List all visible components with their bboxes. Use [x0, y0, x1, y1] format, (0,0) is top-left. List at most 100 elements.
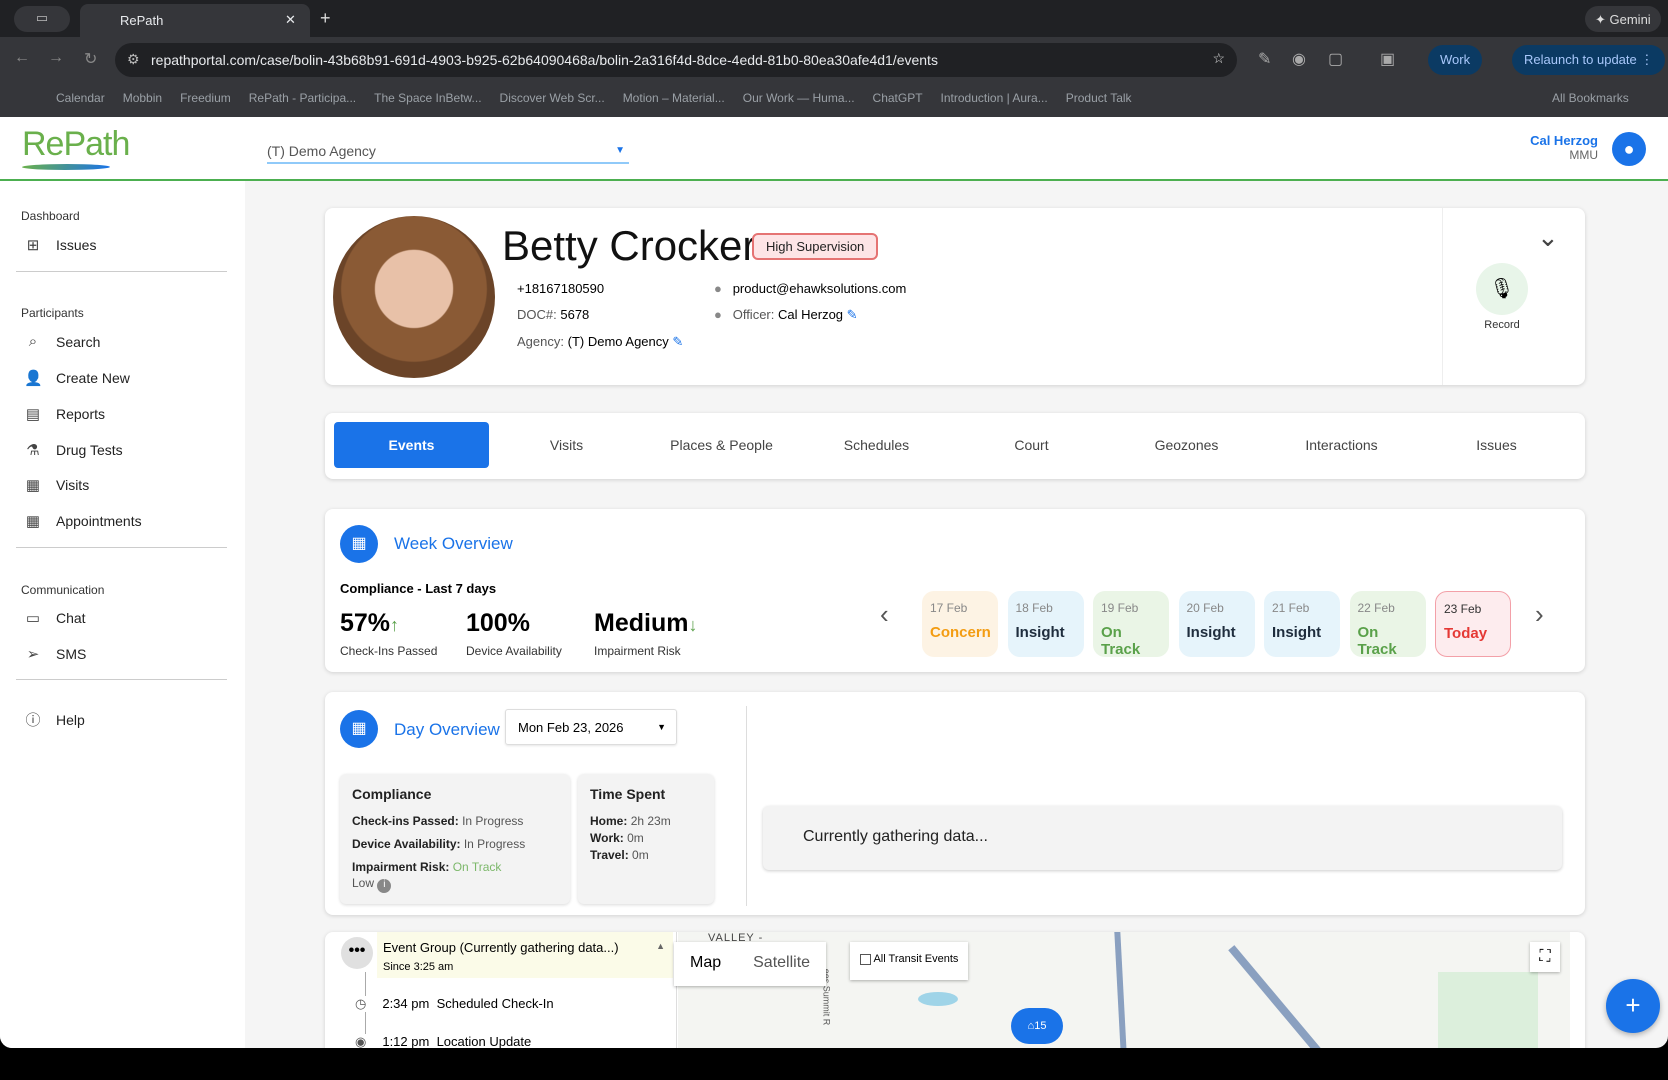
event-group-header[interactable]: Event Group (Currently gathering data...…	[377, 932, 673, 978]
cast-icon[interactable]: ▣	[1380, 51, 1396, 68]
event-item[interactable]: ◷ 2:34 pm Scheduled Check-In	[355, 996, 554, 1012]
bookmark[interactable]: Our Work — Huma...	[742, 91, 855, 105]
map-marker: 15	[1034, 1020, 1047, 1032]
day-chip[interactable]: 21 Feb Insight	[1264, 591, 1340, 657]
sidebar-item-appointments[interactable]: ▦ Appointments	[24, 512, 142, 530]
bookmark[interactable]: RePath - Participa...	[248, 91, 357, 105]
bullet-icon: ●	[714, 307, 722, 322]
divider	[16, 679, 227, 680]
grid-icon: ⊞	[26, 237, 40, 254]
date-select[interactable]: Mon Feb 23, 2026 ▼	[505, 709, 677, 745]
all-bookmarks[interactable]: All Bookmarks	[1552, 91, 1629, 105]
avatar-icon[interactable]: ●	[1612, 132, 1646, 166]
lake	[918, 992, 958, 1006]
info-icon[interactable]: i	[377, 879, 392, 893]
day-chip[interactable]: 18 Feb Insight	[1007, 591, 1084, 657]
map-area-label: VALLEY -	[708, 932, 764, 944]
tab-court[interactable]: Court	[1014, 437, 1049, 453]
week-days-5-status: On Track	[1357, 624, 1397, 658]
bookmark[interactable]: Introduction | Aura...	[940, 91, 1048, 105]
events-group_since: Since 3:25 am	[383, 961, 454, 973]
day-chip[interactable]: 20 Feb Insight	[1178, 591, 1255, 657]
tab-title: RePath	[120, 13, 164, 28]
map-type-control: Map Satellite	[674, 942, 827, 986]
event-item[interactable]: ◉ 1:12 pm Location Update	[355, 1034, 531, 1048]
forward-icon[interactable]: →	[48, 49, 64, 66]
profile-button[interactable]: Work	[1428, 45, 1483, 75]
day-chip[interactable]: 19 Feb On Track	[1093, 591, 1169, 658]
tab-search-icon[interactable]: ▭	[14, 6, 70, 32]
map-marker[interactable]: ⌂15	[1011, 1008, 1063, 1044]
prev-week-icon[interactable]: ‹	[880, 599, 889, 629]
tab-places-people[interactable]: Places & People	[670, 437, 773, 453]
add-fab-button[interactable]: +	[1606, 979, 1660, 1033]
day-chip[interactable]: 23 Feb Today	[1435, 591, 1511, 657]
sidebar-item-search[interactable]: ⌕ Search	[24, 333, 101, 350]
agency-select-value: (T) Demo Agency	[267, 143, 376, 159]
sidebar-item-issues[interactable]: ⊞ Issues	[24, 236, 97, 254]
bookmark[interactable]: Motion – Material...	[622, 91, 725, 105]
bookmarks-bar: Calendar Mobbin Freedium RePath - Partic…	[0, 83, 1668, 117]
calendar-event-icon: ▦	[25, 513, 41, 530]
map[interactable]: VALLEY - ees Summit R Map Satellite All T…	[674, 932, 1570, 1048]
collapse-chevron-icon[interactable]: ⌄	[1537, 222, 1559, 252]
bookmark[interactable]: Mobbin	[122, 91, 163, 105]
site-info-icon[interactable]: ⚙	[127, 51, 140, 67]
sidebar-item-sms[interactable]: ➢ SMS	[24, 645, 87, 663]
day-compliance-risk: On Track	[452, 860, 502, 874]
extension-icon[interactable]: ✎	[1258, 51, 1272, 68]
fullscreen-icon[interactable]: ⛶	[1530, 942, 1560, 972]
repath-logo[interactable]: RePath	[20, 125, 130, 170]
events-items-0-label: Scheduled Check-In	[436, 996, 554, 1011]
map-tab[interactable]: Map	[690, 954, 722, 971]
tab-geozones[interactable]: Geozones	[1154, 437, 1219, 453]
record-button[interactable]: 🎙 Record	[1462, 263, 1542, 331]
satellite-tab[interactable]: Satellite	[753, 954, 811, 971]
new-tab-icon[interactable]: +	[320, 8, 331, 28]
gemini-button[interactable]: ✦ Gemini	[1585, 6, 1661, 32]
all-transit-events-checkbox[interactable]: All Transit Events	[850, 942, 969, 980]
week-days-6-date: 23 Feb	[1444, 602, 1482, 616]
tab-interactions[interactable]: Interactions	[1305, 437, 1378, 453]
back-icon[interactable]: ←	[14, 49, 30, 66]
calendar-icon: ▦	[25, 477, 41, 494]
tab-issues[interactable]: Issues	[1476, 437, 1517, 453]
day-compliance-checkins_label: Check-ins Passed:	[352, 814, 459, 828]
tab-schedules[interactable]: Schedules	[843, 437, 910, 453]
bookmark[interactable]: Freedium	[180, 91, 231, 105]
bookmark[interactable]: Product Talk	[1065, 91, 1132, 105]
sidebar-item-help[interactable]: ⓘ Help	[24, 709, 84, 730]
bookmark[interactable]: Calendar	[56, 91, 105, 105]
sidebar-item-reports[interactable]: ▤ Reports	[24, 405, 105, 423]
url-field[interactable]: ⚙ repathportal.com/case/bolin-43b68b91-69…	[115, 43, 1237, 77]
time-spent-panel: Time Spent Home: 2h 23m Work: 0m Travel:…	[578, 774, 714, 904]
bookmark[interactable]: The Space InBetw...	[374, 91, 482, 105]
sidebar: Dashboard ⊞ Issues Participants ⌕ Search 👤…	[0, 181, 245, 1048]
sidebar-item-chat[interactable]: ▭ Chat	[24, 609, 86, 627]
tab-visits[interactable]: Visits	[549, 437, 584, 453]
collapse-icon[interactable]: ▲	[656, 941, 665, 951]
close-tab-icon[interactable]: ✕	[285, 12, 296, 27]
relaunch-button[interactable]: Relaunch to update ⋮	[1512, 45, 1666, 75]
day-chip[interactable]: 22 Feb On Track	[1349, 591, 1426, 658]
more-icon[interactable]: •••	[341, 937, 373, 969]
puzzle-icon[interactable]: ▢	[1328, 51, 1344, 68]
agency-select[interactable]: (T) Demo Agency ▼	[267, 139, 629, 164]
camera-icon[interactable]: ◉	[1292, 51, 1306, 68]
bookmark[interactable]: Discover Web Scr...	[499, 91, 605, 105]
sidebar-item-create-new[interactable]: 👤 Create New	[24, 369, 130, 387]
week-stats-2-label: Impairment Risk	[594, 644, 681, 658]
edit-officer-icon[interactable]: ✎	[846, 307, 858, 322]
tab-events[interactable]: Events	[334, 422, 489, 468]
next-week-icon[interactable]: ›	[1535, 599, 1544, 629]
browser-tab[interactable]: RePath ✕	[80, 4, 310, 37]
edit-agency-icon[interactable]: ✎	[672, 334, 684, 349]
sidebar-item-visits[interactable]: ▦ Visits	[24, 476, 89, 494]
sidebar-item-drug-tests[interactable]: ⚗ Drug Tests	[24, 441, 122, 459]
user-info[interactable]: Cal Herzog MMU	[1530, 133, 1598, 162]
bookmark[interactable]: ChatGPT	[872, 91, 923, 105]
highway	[1114, 932, 1128, 1048]
bookmark-star-icon[interactable]: ☆	[1212, 50, 1225, 66]
day-chip[interactable]: 17 Feb Concern	[922, 591, 998, 657]
reload-icon[interactable]: ↻	[84, 51, 98, 68]
